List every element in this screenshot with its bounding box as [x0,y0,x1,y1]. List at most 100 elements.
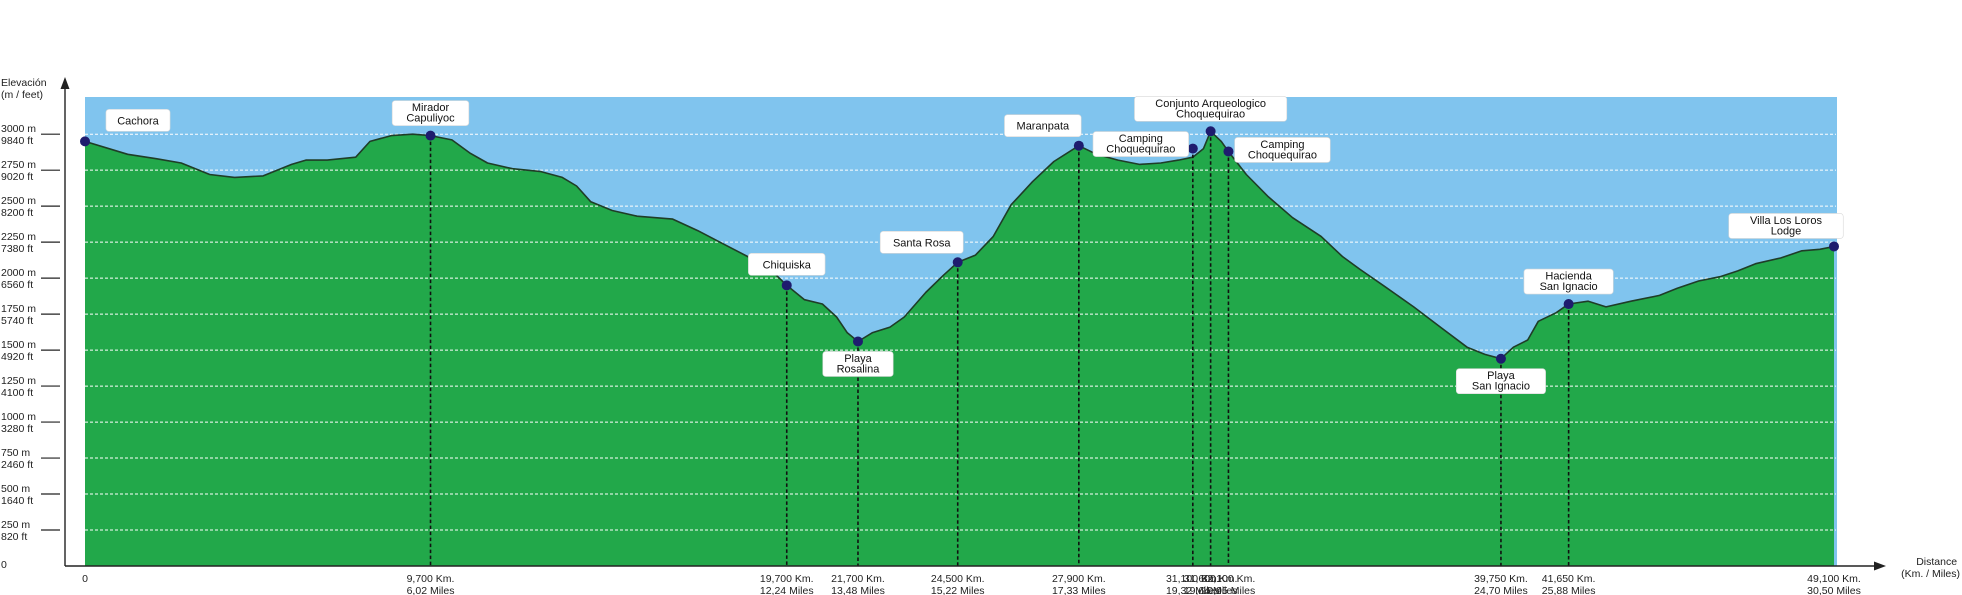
x-tick-label: 39,750 Km. 24,70 Miles [1474,573,1528,595]
y-tick-labels: 0 250 m 820 ft 500 m 1640 ft 750 m 2460 ft 1000… [1,123,60,571]
y-tick-label-line: 9020 ft [1,171,33,183]
y-tick-label-line: 6560 ft [1,279,33,291]
x-axis-title-line-1: Distance [1916,556,1957,568]
x-tick-label-line: 21,700 Km. [831,573,885,585]
y-tick-label-line: 2460 ft [1,459,33,471]
y-tick-label-line: 820 ft [1,531,27,543]
waypoint-labels: Cachora Mirador Capuliyoc Chiquiska Playa Ros… [105,96,1844,395]
x-tick-label-line: 32,100 Km. [1202,573,1256,585]
x-tick-label: 9,700 Km. 6,02 Miles [407,573,455,595]
waypoint-label-text: Playa Rosalina [837,353,881,376]
y-axis-title-line-1: Elevación [1,77,47,89]
waypoint-label: Conjunto Arqueologico Choquequirao [1134,96,1288,122]
waypoint-label-line: Playa [1487,370,1515,382]
waypoint-label-box [391,100,470,126]
x-tick-labels: 0 9,700 Km. 6,02 Miles 19,700 Km. 12,24 Mile… [82,573,1861,595]
waypoint-label-line: Chiquiska [763,259,812,271]
y-tick-label-line: 0 [1,559,7,571]
y-tick-label-line: 750 m [1,447,30,459]
x-tick-label-line: 25,88 Miles [1542,585,1596,595]
terrain-area [85,131,1834,567]
waypoint-label-line: Santa Rosa [893,237,951,249]
y-tick-label-line: 2000 m [1,267,36,279]
x-tick-label-line: 0 [82,573,88,585]
x-tick-label-line: 31,100 Km. [1166,573,1220,585]
x-tick-label-line: 31,600 Km. [1184,573,1238,585]
waypoint-label-box [1234,137,1331,163]
x-tick-label: 31,100 Km. 19,32 Miles [1166,573,1220,595]
waypoint-label: Mirador Capuliyoc [391,100,470,126]
waypoint-label-text: Cachora [117,115,159,127]
waypoint-label-text: Mirador Capuliyoc [406,102,455,125]
x-tick-label-line: 30,50 Miles [1807,585,1861,595]
x-tick-label: 32,100 Km. 19,95 Miles [1202,573,1256,595]
waypoint-marker [781,280,792,291]
waypoint-label-line: Mirador [412,102,450,114]
y-tick-label-line: 2250 m [1,231,36,243]
waypoint-label: Camping Choquequirao [1234,137,1331,163]
x-tick-label-line: 19,64 Miles [1184,585,1238,595]
waypoint-label-line: Conjunto Arqueologico [1155,98,1266,110]
waypoint-label-line: San Ignacio [1472,381,1530,393]
waypoint-label-box [1092,131,1189,157]
waypoint-label: Playa San Ignacio [1455,368,1546,395]
x-tick-label-line: 41,650 Km. [1542,573,1596,585]
x-tick-label-line: 13,48 Miles [831,585,885,595]
waypoint-label-box [748,253,826,276]
x-tick-label-line: 49,100 Km. [1807,573,1861,585]
y-tick-label-line: 3000 m [1,123,36,135]
x-tick-label: 41,650 Km. 25,88 Miles [1542,573,1596,595]
waypoint-label-line: Lodge [1771,225,1802,237]
y-tick-label: 2000 m 6560 ft [1,267,36,291]
waypoint-label-line: Choquequirao [1176,108,1245,120]
waypoint-label-text: Maranpata [1017,121,1070,133]
y-tick-label-line: 1000 m [1,411,36,423]
y-tick-label: 1250 m 4100 ft [1,375,36,399]
y-tick-label-line: 7380 ft [1,243,33,255]
y-tick-label: 500 m 1640 ft [1,483,33,507]
waypoint-label-box [1004,114,1082,138]
waypoint-label-box [822,351,894,377]
y-axis-title-line-2: (m / feet) [1,89,43,101]
y-tick-label-line: 2500 m [1,195,36,207]
y-tick-label-line: 250 m [1,519,30,531]
y-tick-label: 2500 m 8200 ft [1,195,36,219]
waypoint-label: Playa Rosalina [822,351,894,377]
x-tick-label-line: 6,02 Miles [407,585,455,595]
y-tick-label-line: 1640 ft [1,495,33,507]
terrain-ridge-line [84,130,1835,360]
waypoint-label-line: San Ignacio [1540,281,1598,293]
x-tick-label-line: 9,700 Km. [407,573,455,585]
waypoint-label: Santa Rosa [879,230,964,254]
waypoint-label-line: Villa Los Loros [1750,215,1822,227]
x-axis-title: Distance (Km. / Miles) [1901,556,1960,580]
y-tick-label: 2750 m 9020 ft [1,159,36,183]
y-tick-label-line: 5740 ft [1,315,33,327]
x-tick-label: 21,700 Km. 13,48 Miles [831,573,885,595]
waypoint-label-box [879,230,964,254]
y-tick-label: 1750 m 5740 ft [1,303,36,327]
y-tick-label: 750 m 2460 ft [1,447,33,471]
waypoint-label-line: Camping [1260,139,1304,151]
y-tick-label-line: 1500 m [1,339,36,351]
x-axis-arrow-icon [1874,561,1886,571]
waypoint-label-line: Capuliyoc [406,113,455,125]
x-tick-label-line: 39,750 Km. [1474,573,1528,585]
x-tick-label: 0 [82,573,88,585]
waypoint-label-text: Chiquiska [763,259,812,271]
y-tick-label-line: 9840 ft [1,135,33,147]
waypoint-marker [852,336,863,347]
waypoint-marker [1223,146,1234,157]
y-tick-label-line: 2750 m [1,159,36,171]
x-tick-label-line: 24,500 Km. [931,573,985,585]
x-tick-label-line: 15,22 Miles [931,585,985,595]
x-tick-label-line: 19,700 Km. [760,573,814,585]
y-tick-label: 0 [1,559,7,571]
waypoint-marker [80,136,90,147]
waypoint-label-box [1134,96,1288,122]
x-tick-label-line: 19,32 Miles [1166,585,1220,595]
waypoint-marker [1495,353,1506,364]
x-axis-title-line-2: (Km. / Miles) [1901,568,1960,580]
waypoint-marker [952,257,963,268]
